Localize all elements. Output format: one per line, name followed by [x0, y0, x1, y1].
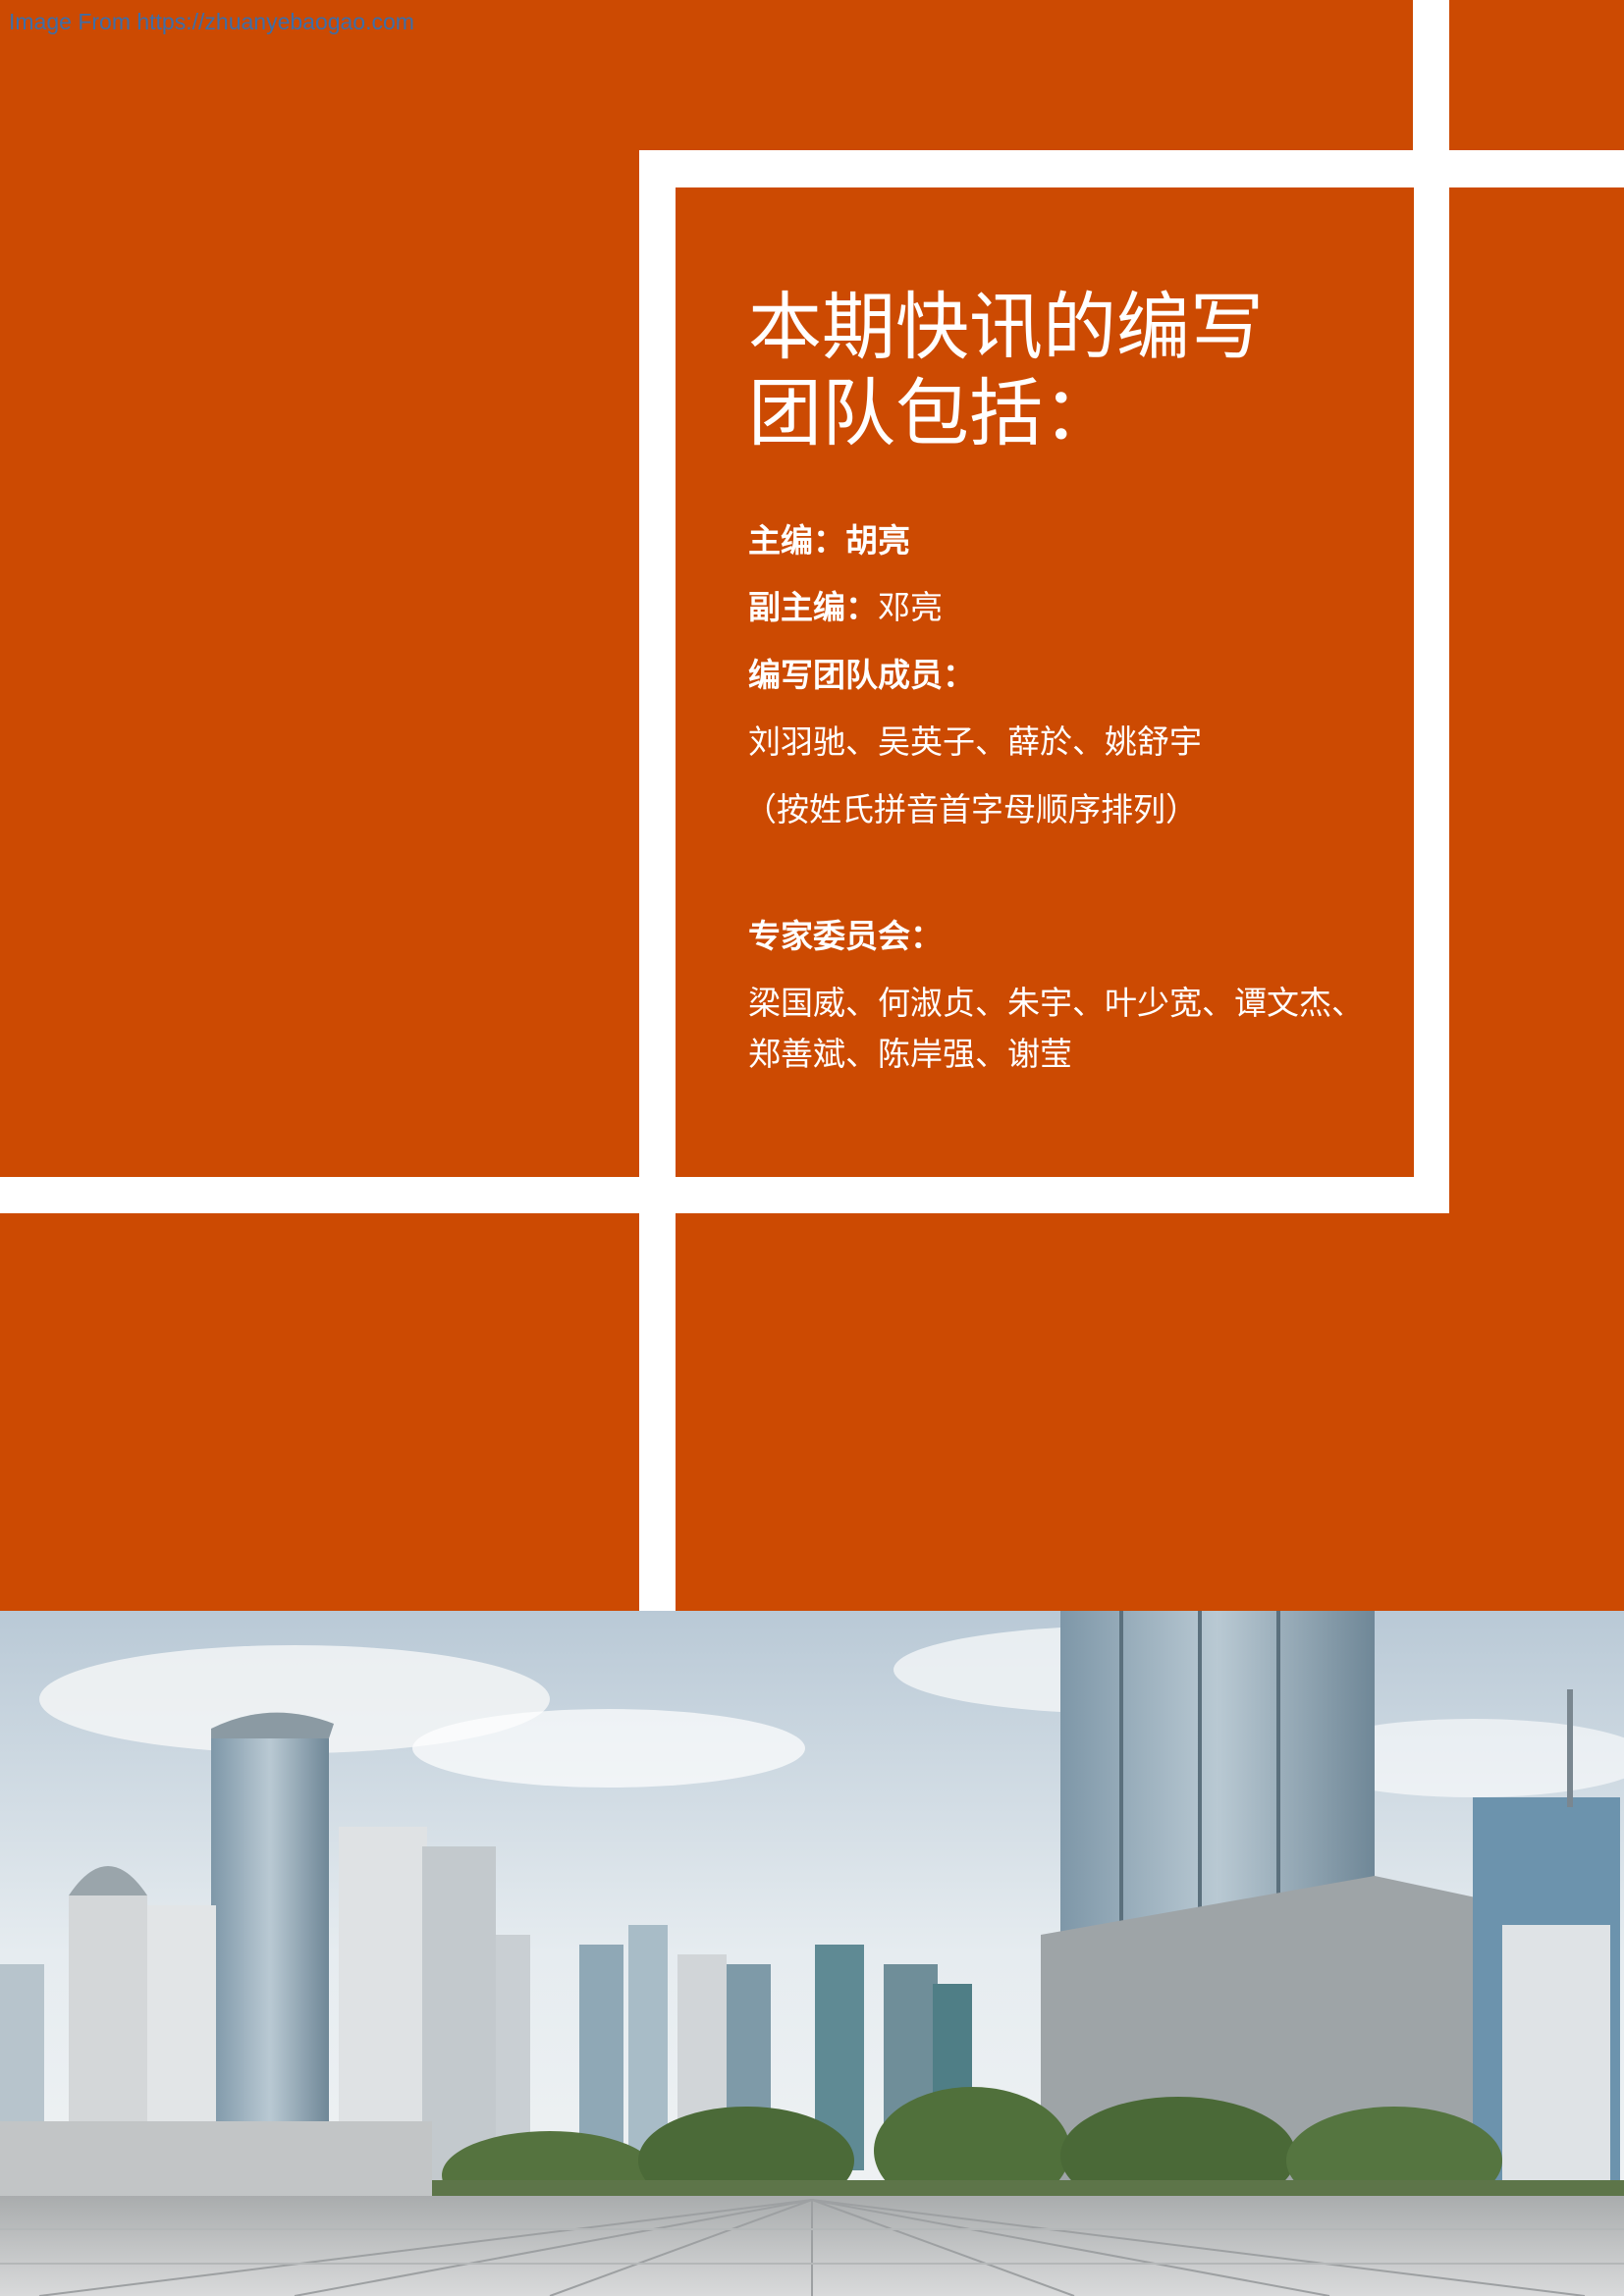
bg-block-bottom-left [0, 1213, 639, 1611]
panel-title-line-1: 本期快讯的编写 [748, 284, 1265, 370]
chief-editor-label: 主编： [748, 521, 845, 560]
bg-block-left-mid [0, 150, 639, 1177]
chief-editor-row: 主编：胡亮 [748, 521, 910, 561]
team-members-note: （按姓氏拼音首字母顺序排列） [744, 790, 1198, 828]
bg-block-top-left [0, 0, 1413, 150]
bg-block-bottom-right [676, 1213, 1624, 1611]
deputy-editor-name: 邓亮 [878, 588, 943, 626]
chief-editor-name: 胡亮 [845, 521, 910, 560]
bg-block-right-mid [1449, 187, 1624, 1214]
team-members-label: 编写团队成员： [748, 656, 975, 694]
panel-title: 本期快讯的编写 团队包括： [748, 284, 1377, 456]
bg-block-top-right [1449, 0, 1624, 150]
expert-list-line-1: 梁国威、何淑贞、朱宇、叶少宽、谭文杰、 [748, 984, 1364, 1022]
deputy-editor-label: 副主编： [748, 588, 878, 626]
expert-committee-label: 专家委员会： [748, 917, 943, 955]
expert-list-line-2: 郑善斌、陈岸强、谢莹 [748, 1035, 1072, 1073]
deputy-editor-row: 副主编：邓亮 [748, 588, 943, 627]
team-members-list: 刘羽驰、吴英子、薛於、姚舒宇 [748, 722, 1202, 761]
watermark-text: Image From https://zhuanyebaogao.com [9, 9, 414, 34]
team-panel: 本期快讯的编写 团队包括： 主编：胡亮 副主编：邓亮 编写团队成员： 刘羽驰、吴… [676, 187, 1414, 1177]
panel-title-line-2: 团队包括： [748, 370, 1117, 456]
city-skyline-photo [0, 1611, 1624, 2296]
